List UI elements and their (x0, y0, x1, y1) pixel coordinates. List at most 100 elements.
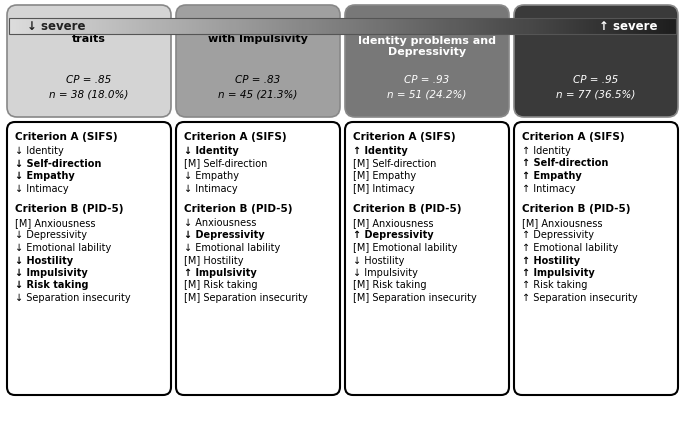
Text: ↑ Risk taking: ↑ Risk taking (522, 281, 587, 291)
Text: ↓ Impulsivity: ↓ Impulsivity (15, 268, 88, 278)
Text: n = 51 (24.2%): n = 51 (24.2%) (387, 90, 466, 100)
Text: ↑ Intimacy: ↑ Intimacy (522, 184, 575, 194)
Bar (52, 18, 56, 34)
Bar (203, 18, 206, 34)
Bar (323, 18, 326, 34)
Bar (403, 18, 406, 34)
Bar (73, 18, 76, 34)
Bar (99, 18, 103, 34)
Text: n = 38 (18.0%): n = 38 (18.0%) (49, 90, 129, 100)
Text: [M] Risk taking: [M] Risk taking (353, 281, 427, 291)
Bar (409, 18, 413, 34)
Bar (476, 18, 480, 34)
Bar (119, 18, 123, 34)
Bar (276, 18, 279, 34)
Bar (519, 18, 523, 34)
Text: ↑ Depressivity: ↑ Depressivity (522, 230, 594, 240)
Bar (426, 18, 429, 34)
Bar (509, 18, 513, 34)
Bar (539, 18, 543, 34)
Bar (289, 18, 293, 34)
Bar (506, 18, 510, 34)
Bar (182, 18, 186, 34)
Bar (216, 18, 220, 34)
Bar (606, 18, 610, 34)
Text: ↑ Identity: ↑ Identity (522, 146, 571, 156)
Bar (266, 18, 270, 34)
Text: [M] Separation insecurity: [M] Separation insecurity (353, 293, 477, 303)
Text: ↓ Depressivity: ↓ Depressivity (15, 230, 87, 240)
Bar (630, 18, 633, 34)
FancyBboxPatch shape (345, 5, 509, 117)
Bar (116, 18, 120, 34)
Bar (543, 18, 547, 34)
Bar (349, 18, 353, 34)
Bar (282, 18, 286, 34)
Bar (19, 18, 23, 34)
Bar (503, 18, 506, 34)
Bar (162, 18, 166, 34)
Bar (146, 18, 149, 34)
Bar (346, 18, 349, 34)
Bar (432, 18, 436, 34)
Bar (653, 18, 656, 34)
Bar (86, 18, 90, 34)
Bar (656, 18, 660, 34)
Bar (379, 18, 383, 34)
Bar (662, 18, 667, 34)
Bar (449, 18, 453, 34)
Bar (459, 18, 463, 34)
Text: ↓ Emotional lability: ↓ Emotional lability (15, 243, 111, 253)
Bar (586, 18, 590, 34)
Text: ↓ Identity: ↓ Identity (184, 146, 239, 156)
Bar (12, 18, 16, 34)
Bar (109, 18, 113, 34)
Text: ↓ Anxiousness: ↓ Anxiousness (184, 218, 256, 228)
Text: [M] Risk taking: [M] Risk taking (184, 281, 258, 291)
Text: ↓ Intimacy: ↓ Intimacy (184, 184, 238, 194)
Text: ↑ Identity: ↑ Identity (353, 146, 408, 156)
Bar (159, 18, 163, 34)
Text: ↓ Empathy: ↓ Empathy (184, 171, 239, 181)
Bar (189, 18, 193, 34)
Bar (496, 18, 500, 34)
Bar (49, 18, 53, 34)
Bar (142, 18, 146, 34)
Bar (666, 18, 670, 34)
FancyBboxPatch shape (514, 5, 678, 117)
Bar (416, 18, 420, 34)
Bar (353, 18, 356, 34)
Bar (386, 18, 390, 34)
Text: Moderate pathology
with Impulsivity: Moderate pathology with Impulsivity (195, 22, 321, 44)
Text: [M] Anxiousness: [M] Anxiousness (522, 218, 603, 228)
FancyBboxPatch shape (7, 5, 171, 117)
Text: [M] Intimacy: [M] Intimacy (353, 184, 414, 194)
Bar (219, 18, 223, 34)
Bar (562, 18, 566, 34)
Text: ↑ Hostility: ↑ Hostility (522, 256, 580, 266)
Text: [M] Anxiousness: [M] Anxiousness (353, 218, 434, 228)
Bar (249, 18, 253, 34)
Bar (9, 18, 676, 34)
Bar (306, 18, 310, 34)
Bar (82, 18, 86, 34)
Bar (443, 18, 447, 34)
Bar (382, 18, 386, 34)
Text: CP = .93: CP = .93 (404, 75, 449, 85)
Bar (636, 18, 640, 34)
Bar (469, 18, 473, 34)
Bar (512, 18, 516, 34)
Bar (612, 18, 616, 34)
Text: Severe pathology: Severe pathology (541, 20, 651, 30)
Bar (573, 18, 577, 34)
Bar (269, 18, 273, 34)
Text: [M] Anxiousness: [M] Anxiousness (15, 218, 95, 228)
Bar (25, 18, 29, 34)
Bar (262, 18, 266, 34)
Bar (79, 18, 83, 34)
Bar (369, 18, 373, 34)
Bar (29, 18, 33, 34)
Bar (62, 18, 66, 34)
Bar (316, 18, 320, 34)
Bar (533, 18, 536, 34)
